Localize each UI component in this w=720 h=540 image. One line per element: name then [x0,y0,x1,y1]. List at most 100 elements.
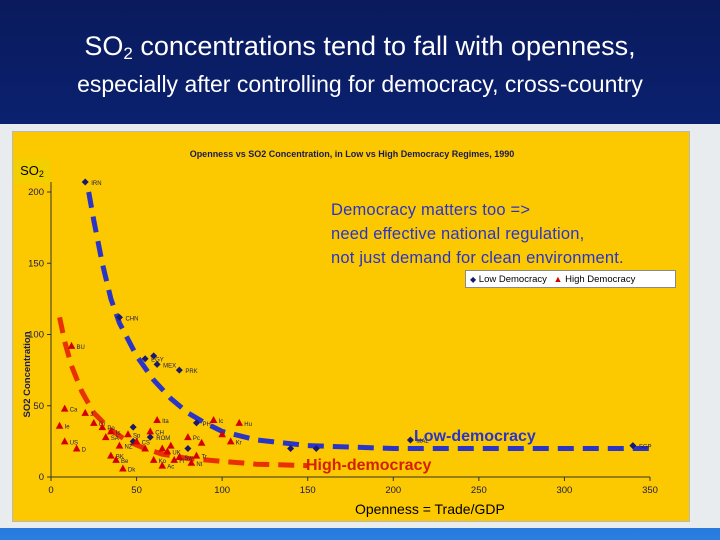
y-tick-label: 0 [39,472,44,483]
low-democracy-point [287,445,295,452]
diamond-marker-icon: ◆ [470,275,477,284]
x-tick-label: 0 [48,485,53,496]
high-democracy-point [89,418,98,426]
high-democracy-point [55,421,64,429]
low-democracy-point [81,178,89,186]
low-democracy-point [312,445,320,452]
low-democracy-point [175,366,183,374]
point-label: Ca [70,408,78,414]
x-tick-label: 200 [385,485,401,496]
chart-legend: ◆ Low Democracy ▲ High Democracy [465,270,676,288]
point-label: Sp [133,433,141,439]
high-democracy-point [60,437,69,445]
high-democracy-point [226,437,235,445]
high-democracy-point [67,341,76,349]
high-democracy-point [235,418,244,426]
x-tick-label: 100 [214,485,230,496]
openness-label: Openness = Trade/GDP [355,501,505,517]
point-label: PH [202,422,210,428]
legend-low-democracy: Low Democracy [478,274,547,285]
note-line-3: not just demand for clean environment. [331,249,624,267]
high-democracy-point [149,455,158,463]
slide-subtitle: especially after controlling for democra… [77,71,643,97]
low-democracy-point [406,436,414,444]
high-democracy-point [141,444,149,452]
so2-axis-label: SO2 [14,159,50,183]
point-label: Ita [162,419,169,425]
high-democracy-point [158,461,167,469]
y-axis-title: SO2 Concentration [22,331,33,417]
low-democracy-callout: Low-democracy [414,428,536,445]
high-democracy-point [81,408,90,416]
high-democracy-point [72,444,81,452]
high-democracy-point [170,455,179,463]
point-label: EGY [151,358,164,364]
point-label: Ic [219,419,224,425]
high-democracy-point [209,416,218,423]
low-democracy-point [192,419,200,427]
point-label: ROM [156,436,170,442]
high-democracy-point [124,430,132,438]
high-democracy-point [60,404,69,412]
point-label: CH [155,430,164,436]
x-tick-label: 250 [471,485,487,496]
point-label: D [82,448,87,454]
point-label: Ie [65,425,71,431]
point-label: Tr [201,455,206,461]
high-democracy-point [119,464,127,472]
chart-title: Openness vs SO2 Concentration, in Low vs… [190,149,515,159]
high-democracy-point [192,451,201,459]
point-label: IRN [91,181,101,187]
y-tick-label: 150 [28,258,44,269]
point-label: BU [77,345,85,351]
high-democracy-point [197,438,206,446]
point-label: Kr [236,440,242,446]
note-line-2: need effective national regulation, [331,225,585,243]
slide-title: SO2 concentrations tend to fall with ope… [84,31,636,63]
low-democracy-point [115,313,123,321]
point-label: MEX [163,363,176,369]
point-label: Ac [167,465,174,471]
point-label: CS [142,440,150,446]
point-label: BK [116,455,124,461]
note-line-1: Democracy matters too => [331,201,531,219]
high-democracy-point [175,453,184,461]
low-democracy-point [146,433,154,441]
point-label: J [90,412,93,418]
point-label: Be [121,459,129,465]
high-democracy-point [158,444,167,452]
point-label: SGP [639,445,652,451]
high-democracy-point [146,427,155,435]
chart-panel: Openness vs SO2 Concentration, in Low vs… [12,131,690,522]
high-democracy-point [163,447,172,455]
x-tick-label: 300 [556,485,572,496]
point-label: Hu [244,422,252,428]
high-democracy-point [132,437,141,445]
x-tick-label: 350 [642,485,658,496]
low-democracy-point [141,355,149,363]
high-democracy-point [112,455,120,463]
scatter-chart: Openness vs SO2 Concentration, in Low vs… [22,149,658,496]
point-label: Is [116,430,121,436]
low-democracy-point [129,423,137,431]
high-democracy-point [98,423,107,431]
point-label: NZ [124,445,132,451]
high-democracy-callout: High-democracy [306,457,432,474]
high-democracy-point [153,416,161,423]
point-label: MAL [416,439,429,445]
x-tick-label: 150 [300,485,316,496]
point-label: Ko [159,459,167,465]
point-label: Sw [184,456,193,462]
low-democracy-trend-line [86,191,650,451]
high-democracy-point [218,430,226,438]
point-label: Pc [193,436,200,442]
point-label: PRK [185,369,197,375]
high-democracy-point [115,441,124,449]
point-label: Nt [196,462,202,468]
legend-high-democracy: High Democracy [565,274,636,285]
high-democracy-point [101,433,110,441]
low-democracy-point [150,352,158,360]
point-label: CHN [125,316,138,322]
low-democracy-point [629,442,637,450]
high-democracy-point [167,441,175,449]
